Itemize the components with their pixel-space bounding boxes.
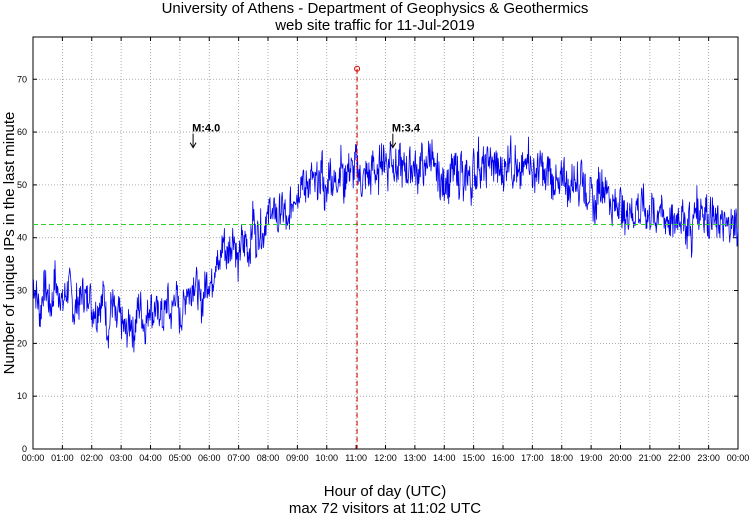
chart-labels: Hour of day (UTC)max 72 visitors at 11:0… — [1, 112, 481, 515]
max-visitors-caption: max 72 visitors at 11:02 UTC — [289, 500, 481, 515]
x-tick-label: 19:00 — [580, 453, 603, 463]
chart-title-line: web site traffic for 11-Jul-2019 — [274, 17, 475, 34]
x-tick-label: 00:00 — [727, 453, 750, 463]
x-tick-label: 04:00 — [139, 453, 162, 463]
x-tick-label: 01:00 — [51, 453, 74, 463]
y-tick-label: 20 — [17, 338, 27, 348]
x-tick-label: 06:00 — [198, 453, 221, 463]
event-label: M:3.4 — [392, 123, 421, 135]
x-tick-label: 21:00 — [639, 453, 662, 463]
x-tick-label: 03:00 — [110, 453, 133, 463]
y-tick-label: 0 — [22, 444, 27, 454]
x-tick-label: 13:00 — [404, 453, 427, 463]
x-tick-label: 16:00 — [492, 453, 515, 463]
y-tick-label: 10 — [17, 391, 27, 401]
x-tick-label: 09:00 — [286, 453, 309, 463]
chart-axes: 00:00 01:00 02:00 03:00 04:00 05:00 06:00 07:00… — [17, 36, 750, 463]
x-tick-label: 15:00 — [462, 453, 485, 463]
x-axis-label: Hour of day (UTC) — [324, 483, 447, 500]
max-marker-point — [354, 65, 361, 72]
x-tick-label: 20:00 — [609, 453, 632, 463]
chart-title: University of Athens - Department of Geo… — [162, 0, 589, 34]
event-label: M:4.0 — [192, 123, 220, 135]
x-tick-label: 05:00 — [169, 453, 192, 463]
x-tick-label: 18:00 — [550, 453, 573, 463]
plot-frame — [32, 36, 739, 450]
x-tick-label: 02:00 — [80, 453, 103, 463]
x-tick-label: 08:00 — [257, 453, 280, 463]
y-axis-label: Number of unique IPs in the last minute — [1, 112, 18, 375]
x-tick-label: 07:00 — [227, 453, 250, 463]
event-arrow-head — [189, 142, 197, 149]
x-tick-label: 12:00 — [374, 453, 397, 463]
x-tick-label: 11:00 — [345, 453, 367, 463]
chart-series — [32, 135, 739, 353]
chart-grid — [33, 37, 738, 449]
event-arrow-head — [389, 142, 397, 149]
chart-title-line: University of Athens - Department of Geo… — [162, 0, 589, 17]
series-line — [32, 135, 739, 353]
x-tick-label: 22:00 — [668, 453, 691, 463]
y-tick-label: 30 — [17, 286, 27, 296]
chart-overlays: M:4.0 M:3.4 — [33, 65, 738, 449]
y-tick-label: 60 — [17, 127, 27, 137]
x-tick-label: 10:00 — [315, 453, 338, 463]
y-tick-label: 70 — [17, 74, 27, 84]
x-tick-label: 14:00 — [433, 453, 456, 463]
y-tick-label: 40 — [17, 233, 27, 243]
x-tick-label: 17:00 — [521, 453, 544, 463]
y-tick-label: 50 — [17, 180, 27, 190]
x-tick-label: 00:00 — [22, 453, 45, 463]
x-tick-label: 23:00 — [697, 453, 720, 463]
